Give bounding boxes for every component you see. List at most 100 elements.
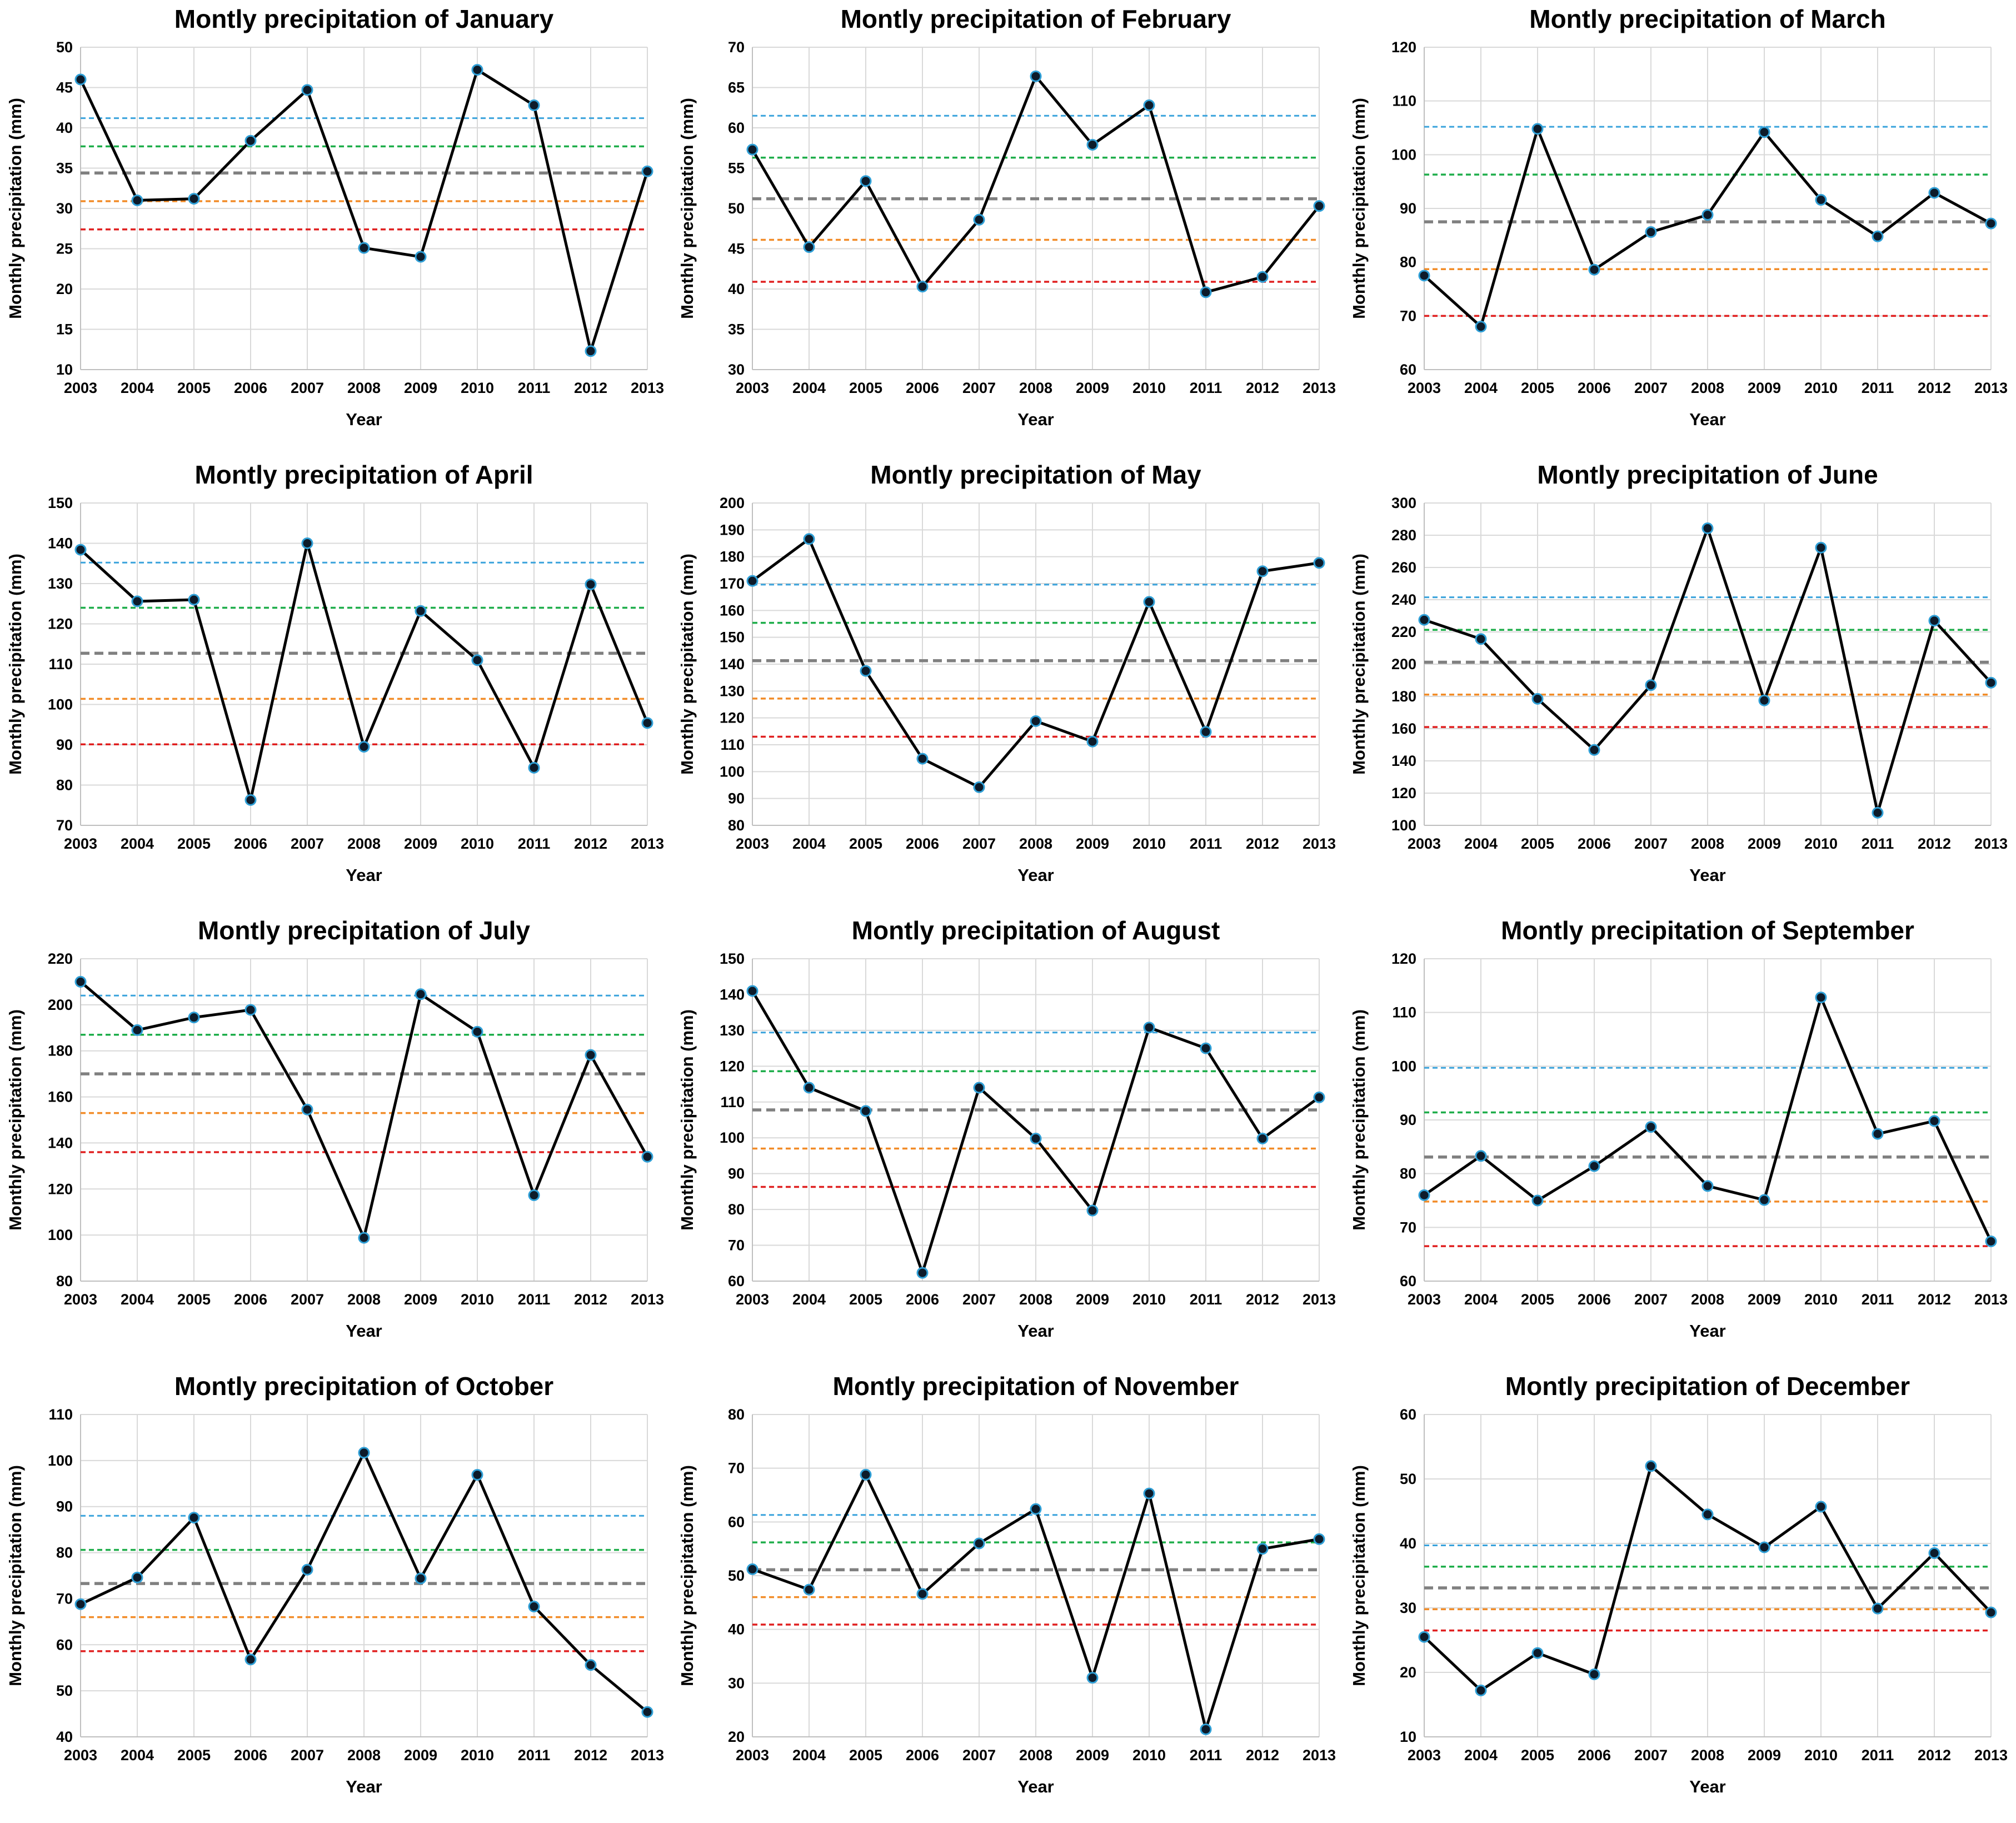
x-tick-label: 2009 xyxy=(404,1747,437,1764)
x-tick-label: 2003 xyxy=(1408,1747,1441,1764)
x-axis-label: Year xyxy=(346,1777,382,1796)
y-tick-label: 180 xyxy=(720,549,745,565)
y-tick-label: 110 xyxy=(48,656,73,673)
y-tick-label: 110 xyxy=(720,736,745,753)
data-point xyxy=(973,213,985,226)
x-tick-label: 2005 xyxy=(849,835,882,852)
x-tick-label: 2008 xyxy=(1019,1747,1052,1764)
x-tick-label: 2005 xyxy=(1521,835,1554,852)
data-point xyxy=(746,575,759,587)
x-axis-label: Year xyxy=(1689,865,1726,885)
x-tick-label: 2013 xyxy=(631,1291,664,1308)
x-tick-label: 2008 xyxy=(347,1291,381,1308)
x-axis-label: Year xyxy=(1689,410,1726,429)
y-tick-label: 240 xyxy=(1391,591,1416,608)
data-point xyxy=(471,654,483,666)
line-chart: Montly precipitation of November 20 30 40 50… xyxy=(677,1372,1336,1796)
x-tick-label: 2005 xyxy=(849,380,882,396)
y-tick-label: 25 xyxy=(56,241,73,257)
y-tick-label: 80 xyxy=(1400,254,1416,271)
x-tick-label: 2010 xyxy=(461,835,494,852)
x-tick-label: 2007 xyxy=(962,380,996,396)
x-tick-label: 2012 xyxy=(574,1291,607,1308)
x-tick-label: 2007 xyxy=(1634,1747,1668,1764)
data-point xyxy=(803,241,815,253)
data-point xyxy=(415,988,427,1000)
y-axis-label: Monthly precipitation (mm) xyxy=(6,554,25,775)
x-tick-label: 2004 xyxy=(1464,1747,1498,1764)
y-tick-label: 60 xyxy=(728,119,745,136)
x-tick-label: 2004 xyxy=(121,1291,154,1308)
x-tick-label: 2010 xyxy=(1132,380,1166,396)
data-point xyxy=(1256,1543,1269,1555)
data-point xyxy=(1475,1150,1487,1162)
y-tick-label: 140 xyxy=(720,986,745,1003)
data-point xyxy=(1588,263,1600,276)
data-point xyxy=(1086,1204,1099,1217)
x-tick-label: 2013 xyxy=(1303,380,1336,396)
data-point xyxy=(301,84,313,96)
x-tick-label: 2007 xyxy=(1634,380,1668,396)
data-point xyxy=(803,1583,815,1596)
data-point xyxy=(131,1571,143,1583)
y-tick-label: 100 xyxy=(48,1227,73,1243)
chart-panel: Montly precipitation of September 60 70 80 9… xyxy=(1344,912,2015,1367)
y-tick-label: 55 xyxy=(728,160,745,177)
data-point xyxy=(1928,1547,1940,1559)
data-point xyxy=(1313,1091,1325,1103)
x-tick-label: 2013 xyxy=(1303,1747,1336,1764)
x-tick-label: 2011 xyxy=(518,835,551,852)
y-tick-label: 140 xyxy=(48,1134,73,1151)
data-point xyxy=(1645,226,1657,238)
data-point xyxy=(1256,1133,1269,1145)
data-point xyxy=(74,544,87,556)
y-tick-label: 200 xyxy=(48,997,73,1013)
data-point xyxy=(973,1537,985,1550)
chart-title: Montly precipitation of March xyxy=(1529,4,1885,33)
y-tick-label: 90 xyxy=(728,790,745,807)
x-tick-label: 2012 xyxy=(1246,380,1279,396)
x-tick-label: 2009 xyxy=(1748,835,1781,852)
y-tick-label: 110 xyxy=(48,1406,73,1423)
x-tick-label: 2005 xyxy=(177,1291,211,1308)
x-tick-label: 2003 xyxy=(1408,380,1441,396)
x-tick-label: 2012 xyxy=(1246,835,1279,852)
chart-title: Montly precipitation of January xyxy=(174,4,554,33)
data-point xyxy=(1475,321,1487,333)
data-point xyxy=(301,1563,313,1576)
x-tick-label: 2003 xyxy=(736,380,769,396)
data-point xyxy=(131,195,143,206)
x-tick-label: 2010 xyxy=(461,1747,494,1764)
chart-title: Montly precipitation of June xyxy=(1537,460,1878,489)
chart-panel: Montly precipitation of June 100 120 140 160… xyxy=(1344,456,2015,912)
y-axis-label: Monthly precipitation (mm) xyxy=(677,1009,697,1231)
x-tick-label: 2003 xyxy=(736,835,769,852)
y-tick-label: 100 xyxy=(48,696,73,713)
x-tick-label: 2013 xyxy=(631,380,664,396)
y-tick-label: 80 xyxy=(728,817,745,834)
x-tick-label: 2006 xyxy=(906,380,939,396)
data-point xyxy=(1200,286,1212,298)
x-tick-label: 2004 xyxy=(792,835,826,852)
data-point xyxy=(1758,1541,1770,1553)
data-point xyxy=(244,135,257,147)
data-point xyxy=(1143,1487,1155,1500)
data-point xyxy=(471,64,483,76)
x-axis-label: Year xyxy=(1689,1321,1726,1341)
y-tick-label: 90 xyxy=(728,1165,745,1182)
y-tick-label: 50 xyxy=(56,39,73,56)
y-tick-label: 100 xyxy=(1391,817,1416,834)
y-tick-label: 20 xyxy=(728,1729,745,1745)
y-tick-label: 60 xyxy=(1400,1406,1416,1423)
y-tick-label: 130 xyxy=(48,575,73,592)
y-tick-label: 90 xyxy=(1400,1112,1416,1128)
data-point xyxy=(1701,209,1714,221)
y-tick-label: 180 xyxy=(1391,688,1416,705)
x-tick-label: 2004 xyxy=(121,1747,154,1764)
x-tick-label: 2008 xyxy=(347,1747,381,1764)
y-axis-label: Monthly precipitation (mm) xyxy=(1349,1465,1369,1686)
x-tick-label: 2005 xyxy=(177,1747,211,1764)
x-tick-label: 2005 xyxy=(849,1747,882,1764)
x-tick-label: 2004 xyxy=(121,835,154,852)
y-tick-label: 70 xyxy=(728,1237,745,1254)
